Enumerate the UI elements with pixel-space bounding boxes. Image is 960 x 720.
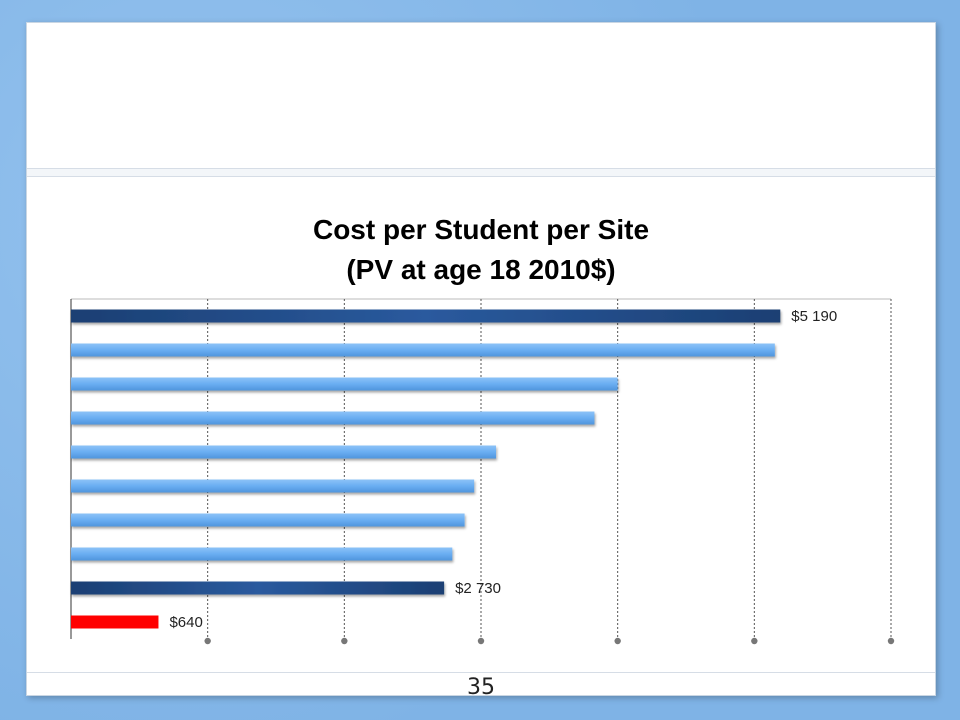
header-divider bbox=[27, 168, 935, 177]
data-labels: $5 190 $2 730 $640 bbox=[169, 308, 837, 631]
data-label-1: $5 190 bbox=[791, 308, 837, 325]
bar-chart: Cost per Student per Site (PV at age 18 … bbox=[70, 214, 895, 645]
chart-title: Cost per Student per Site bbox=[313, 214, 649, 245]
data-label-10: $640 bbox=[169, 614, 202, 631]
bars bbox=[71, 309, 781, 629]
bar-2 bbox=[71, 343, 775, 357]
gridline-end-marker bbox=[341, 637, 348, 645]
bar-1 bbox=[71, 309, 781, 323]
slide-panel: Cost per Student per Site (PV at age 18 … bbox=[26, 22, 936, 700]
bar-5 bbox=[71, 445, 497, 459]
bar-3 bbox=[71, 377, 618, 391]
bar-6 bbox=[71, 479, 475, 493]
bar-10 bbox=[71, 615, 159, 629]
data-label-9: $2 730 bbox=[455, 580, 501, 597]
bar-7 bbox=[71, 513, 465, 527]
chart-subtitle: (PV at age 18 2010$) bbox=[346, 254, 615, 285]
bar-8 bbox=[71, 547, 453, 561]
bar-4 bbox=[71, 411, 595, 425]
gridline-end-marker bbox=[204, 637, 211, 645]
gridline-end-marker bbox=[477, 637, 485, 645]
page-number: 35 bbox=[467, 675, 495, 700]
bar-9 bbox=[71, 581, 445, 595]
gridline-end-marker bbox=[614, 637, 621, 645]
gridline-end-marker bbox=[887, 637, 895, 645]
footer-divider bbox=[27, 672, 935, 673]
gridline-end-marker bbox=[751, 637, 758, 645]
